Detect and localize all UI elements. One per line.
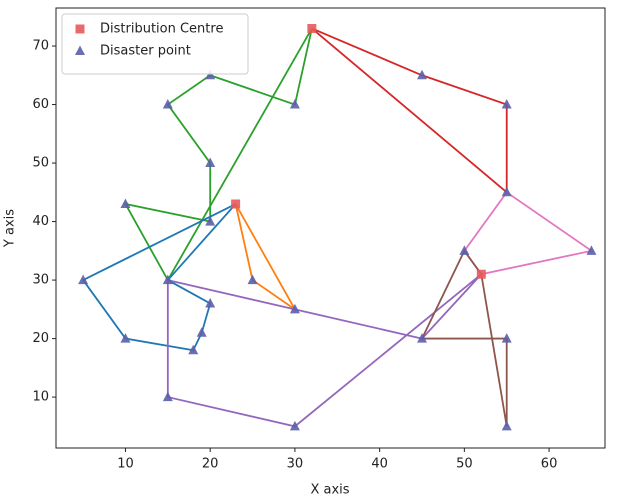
triangle-marker [247, 274, 258, 285]
legend-marker [75, 24, 85, 34]
x-tick-label: 30 [287, 457, 304, 472]
triangle-marker [501, 420, 512, 431]
square-marker [307, 23, 317, 33]
legend-label: Distribution Centre [100, 22, 223, 37]
triangle-marker [205, 157, 216, 168]
y-axis-label: Y axis [3, 209, 18, 248]
y-tick-label: 50 [32, 156, 49, 171]
y-tick-label: 30 [32, 273, 49, 288]
plot-frame [55, 7, 606, 449]
route-line [234, 203, 296, 311]
square-marker [476, 269, 486, 279]
route-line [81, 203, 237, 352]
triangle-marker [78, 274, 89, 285]
x-tick-label: 40 [371, 457, 388, 472]
y-tick-label: 20 [32, 331, 49, 346]
x-axis-label: X axis [310, 483, 349, 498]
triangle-marker [501, 333, 512, 343]
triangle-marker [417, 69, 427, 80]
triangle-marker [586, 245, 597, 255]
triangle-marker [289, 420, 300, 431]
route-line [463, 191, 594, 276]
legend-label: Disaster point [100, 44, 191, 59]
y-tick-label: 40 [32, 214, 49, 229]
y-tick-label: 70 [32, 39, 49, 54]
triangle-marker [289, 303, 300, 314]
x-tick-label: 20 [202, 457, 219, 472]
square-marker [231, 199, 241, 209]
route-line [311, 27, 508, 195]
triangle-marker [205, 297, 216, 308]
triangle-marker [205, 69, 216, 80]
triangle-marker [120, 198, 131, 209]
triangle-marker [162, 274, 173, 285]
route-line [166, 273, 482, 428]
legend-marker [75, 45, 85, 55]
triangle-marker [417, 333, 427, 343]
triangle-marker [459, 245, 470, 255]
y-tick-label: 10 [32, 390, 49, 405]
triangle-marker [501, 99, 512, 109]
triangle-marker [188, 344, 199, 355]
triangle-marker [205, 216, 216, 226]
triangle-marker [162, 391, 173, 402]
x-tick-label: 60 [541, 457, 558, 472]
route-line [420, 249, 508, 427]
triangle-marker [289, 99, 300, 109]
x-tick-label: 50 [456, 457, 473, 472]
legend-box [61, 13, 249, 75]
triangle-marker [162, 99, 173, 109]
triangle-marker [501, 186, 512, 197]
triangle-marker [120, 333, 131, 343]
x-tick-label: 10 [117, 457, 134, 472]
y-tick-label: 60 [32, 97, 49, 112]
triangle-marker [196, 327, 207, 337]
